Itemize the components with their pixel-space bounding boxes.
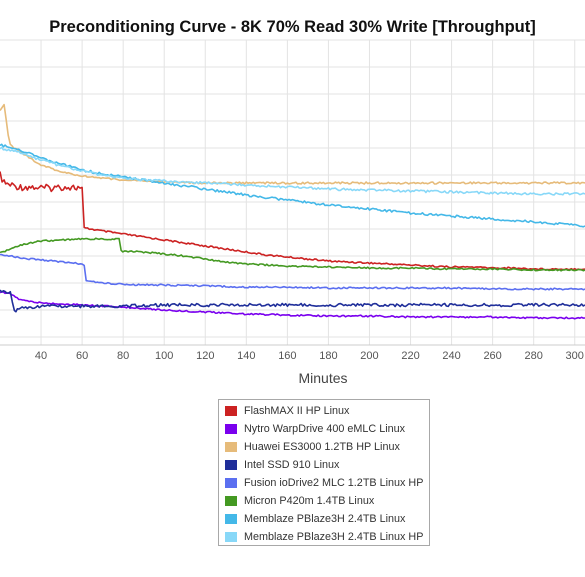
legend-label: FlashMAX II HP Linux	[244, 405, 350, 417]
legend-item: Micron P420m 1.4TB Linux	[219, 492, 429, 510]
legend-swatch	[225, 496, 237, 506]
legend-swatch	[225, 406, 237, 416]
x-tick-label: 160	[278, 350, 296, 362]
legend-label: Fusion ioDrive2 MLC 1.2TB Linux HP	[244, 477, 424, 489]
x-tick-label: 80	[117, 350, 129, 362]
legend-item: Huawei ES3000 1.2TB HP Linux	[219, 438, 429, 456]
legend-label: Intel SSD 910 Linux	[244, 459, 340, 471]
x-tick-label: 260	[483, 350, 501, 362]
series-line	[0, 143, 585, 228]
legend-swatch	[225, 532, 237, 542]
legend-item: Intel SSD 910 Linux	[219, 456, 429, 474]
legend-swatch	[225, 514, 237, 524]
legend-swatch	[225, 442, 237, 452]
series-line	[0, 171, 585, 271]
series-line	[0, 290, 585, 320]
x-tick-label: 100	[155, 350, 173, 362]
legend-swatch	[225, 424, 237, 434]
legend-label: Memblaze PBlaze3H 2.4TB Linux	[244, 513, 406, 525]
chart-title: Preconditioning Curve - 8K 70% Read 30% …	[49, 18, 536, 36]
x-tick-label: 120	[196, 350, 214, 362]
series-line	[0, 146, 585, 196]
legend-label: Memblaze PBlaze3H 2.4TB Linux HP	[244, 531, 424, 543]
legend-item: Memblaze PBlaze3H 2.4TB Linux	[219, 510, 429, 528]
legend-item: Nytro WarpDrive 400 eMLC Linux	[219, 420, 429, 438]
legend-item: Fusion ioDrive2 MLC 1.2TB Linux HP	[219, 474, 429, 492]
legend-label: Micron P420m 1.4TB Linux	[244, 495, 375, 507]
legend: FlashMAX II HP Linux Nytro WarpDrive 400 …	[218, 399, 430, 546]
x-tick-label: 220	[401, 350, 419, 362]
series-line	[0, 103, 585, 185]
x-tick-label: 280	[525, 350, 543, 362]
legend-label: Huawei ES3000 1.2TB HP Linux	[244, 441, 400, 453]
series-line	[0, 237, 585, 272]
series-line	[0, 289, 585, 313]
x-axis-label: Minutes	[298, 370, 347, 386]
legend-item: Memblaze PBlaze3H 2.4TB Linux HP	[219, 528, 429, 546]
x-tick-label: 240	[442, 350, 460, 362]
grid	[0, 39, 585, 346]
x-tick-label: 140	[237, 350, 255, 362]
x-tick-label: 300	[566, 350, 584, 362]
x-tick-label: 40	[35, 350, 47, 362]
series-lines	[0, 103, 585, 320]
series-line	[0, 253, 585, 291]
x-tick-labels: 40 60 80 100 120 140 160 180 200 220 240 260 280 300	[35, 350, 584, 362]
legend-label: Nytro WarpDrive 400 eMLC Linux	[244, 423, 406, 435]
x-tick-label: 60	[76, 350, 88, 362]
x-tick-label: 200	[360, 350, 378, 362]
x-tick-label: 180	[319, 350, 337, 362]
legend-swatch	[225, 478, 237, 488]
legend-item: FlashMAX II HP Linux	[219, 402, 429, 420]
legend-swatch	[225, 460, 237, 470]
